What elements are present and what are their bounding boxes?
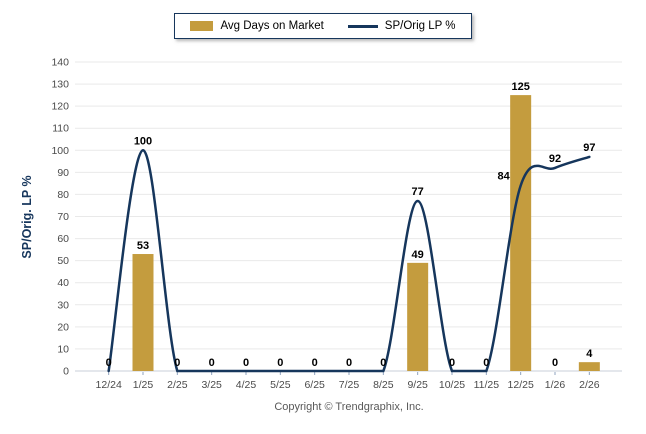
data-label: 53 <box>137 240 149 252</box>
x-tick-label: 1/25 <box>133 379 154 391</box>
bar <box>510 95 532 371</box>
y-tick-label: 110 <box>52 123 69 135</box>
data-label: 0 <box>380 357 386 369</box>
data-label: 49 <box>412 249 424 261</box>
data-label: 0 <box>346 357 352 369</box>
x-tick-label: 3/25 <box>201 379 222 391</box>
y-tick-label: 40 <box>57 277 69 289</box>
y-tick-label: 90 <box>57 167 69 179</box>
y-tick-label: 0 <box>63 366 69 378</box>
bar <box>132 254 154 371</box>
legend-label-sp-orig-lp: SP/Orig LP % <box>384 20 456 32</box>
y-tick-label: 30 <box>57 299 69 311</box>
y-tick-label: 130 <box>51 79 69 91</box>
y-tick-label: 140 <box>51 57 69 69</box>
data-label: 125 <box>511 81 529 93</box>
data-label: 0 <box>449 357 455 369</box>
chart-legend: Avg Days on Market SP/Orig LP % <box>174 13 472 39</box>
data-label: 4 <box>586 348 593 360</box>
data-label: 0 <box>312 357 318 369</box>
x-tick-label: 1/26 <box>545 379 566 391</box>
data-label: 0 <box>277 357 283 369</box>
x-tick-label: 5/25 <box>270 379 291 391</box>
x-tick-label: 6/25 <box>304 379 325 391</box>
data-label: 92 <box>549 153 561 165</box>
copyright-text: Copyright © Trendgraphix, Inc. <box>274 401 424 413</box>
data-label: 97 <box>583 142 595 154</box>
legend-item-sp-orig-lp: SP/Orig LP % <box>347 20 456 32</box>
y-tick-label: 20 <box>57 321 69 333</box>
y-tick-label: 60 <box>57 233 69 245</box>
bar <box>578 362 600 371</box>
data-label: 100 <box>134 135 152 147</box>
y-tick-label: 120 <box>51 101 69 113</box>
line-series-swatch-icon <box>347 24 378 28</box>
y-tick-label: 70 <box>57 211 69 223</box>
x-tick-label: 12/25 <box>508 379 534 391</box>
data-label: 0 <box>243 357 249 369</box>
x-tick-label: 9/25 <box>407 379 428 391</box>
x-tick-label: 10/25 <box>439 379 465 391</box>
data-label: 77 <box>412 186 424 198</box>
x-tick-label: 4/25 <box>236 379 257 391</box>
bar <box>407 262 429 371</box>
x-tick-label: 7/25 <box>339 379 360 391</box>
y-tick-label: 100 <box>51 145 69 157</box>
trend-line <box>107 149 591 373</box>
data-label: 0 <box>174 357 180 369</box>
x-tick-label: 8/25 <box>373 379 394 391</box>
legend-label-avg-days: Avg Days on Market <box>220 20 324 32</box>
y-tick-label: 80 <box>57 189 69 201</box>
y-tick-label: 50 <box>57 255 69 267</box>
data-label: 0 <box>552 357 558 369</box>
bar-series-swatch-icon <box>190 21 214 31</box>
data-label: 0 <box>106 357 112 369</box>
x-tick-label: 11/25 <box>474 379 500 391</box>
x-tick-label: 2/26 <box>579 379 600 391</box>
data-label: 0 <box>209 357 215 369</box>
data-label: 0 <box>483 357 489 369</box>
x-tick-label: 12/24 <box>96 379 122 391</box>
legend-item-avg-days: Avg Days on Market <box>190 20 324 32</box>
y-tick-label: 10 <box>57 343 69 355</box>
data-label: 84 <box>498 171 511 183</box>
x-tick-label: 2/25 <box>167 379 188 391</box>
